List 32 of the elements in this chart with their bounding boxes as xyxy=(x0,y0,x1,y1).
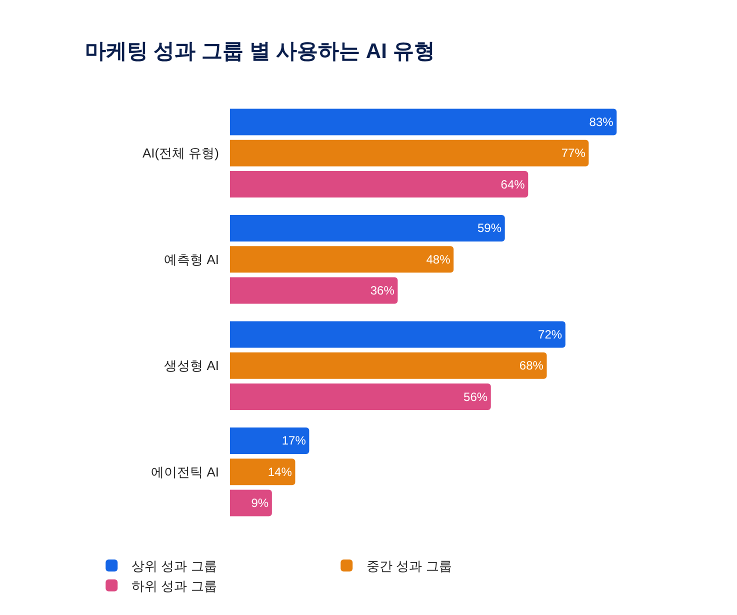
data-label: 17% xyxy=(282,434,306,448)
bar xyxy=(230,384,491,410)
y-tick-label: 에이전틱 AI xyxy=(151,464,219,480)
chart-title: 마케팅 성과 그룹 별 사용하는 AI 유형 xyxy=(84,40,435,63)
data-label: 72% xyxy=(538,327,562,342)
y-tick-label: 예측형 AI xyxy=(164,252,219,267)
bar xyxy=(230,490,272,516)
bar xyxy=(230,277,398,304)
y-tick-label: 생성형 AI xyxy=(164,358,219,374)
bar xyxy=(230,140,589,166)
data-label: 14% xyxy=(268,464,292,479)
y-tick-label: AI(전체 유형) xyxy=(142,146,219,161)
bar xyxy=(230,171,528,198)
data-label: 36% xyxy=(370,284,395,298)
bar xyxy=(230,321,566,348)
data-label: 77% xyxy=(561,146,586,160)
bar xyxy=(230,108,617,136)
legend-label: 하위 성과 그룹 xyxy=(132,578,217,594)
data-label: 48% xyxy=(426,252,451,266)
bar xyxy=(230,427,310,454)
data-label: 9% xyxy=(251,496,269,510)
bar xyxy=(230,458,296,486)
data-label: 83% xyxy=(589,114,614,129)
data-label: 64% xyxy=(500,177,526,192)
bar xyxy=(230,214,505,242)
bar xyxy=(230,246,454,273)
legend-label: 중간 성과 그룹 xyxy=(366,558,452,574)
legend-label: 상위 성과 그룹 xyxy=(132,558,217,574)
bar xyxy=(230,352,547,379)
data-label: 59% xyxy=(478,221,502,236)
data-label: 68% xyxy=(519,358,544,373)
data-label: 56% xyxy=(464,390,488,404)
